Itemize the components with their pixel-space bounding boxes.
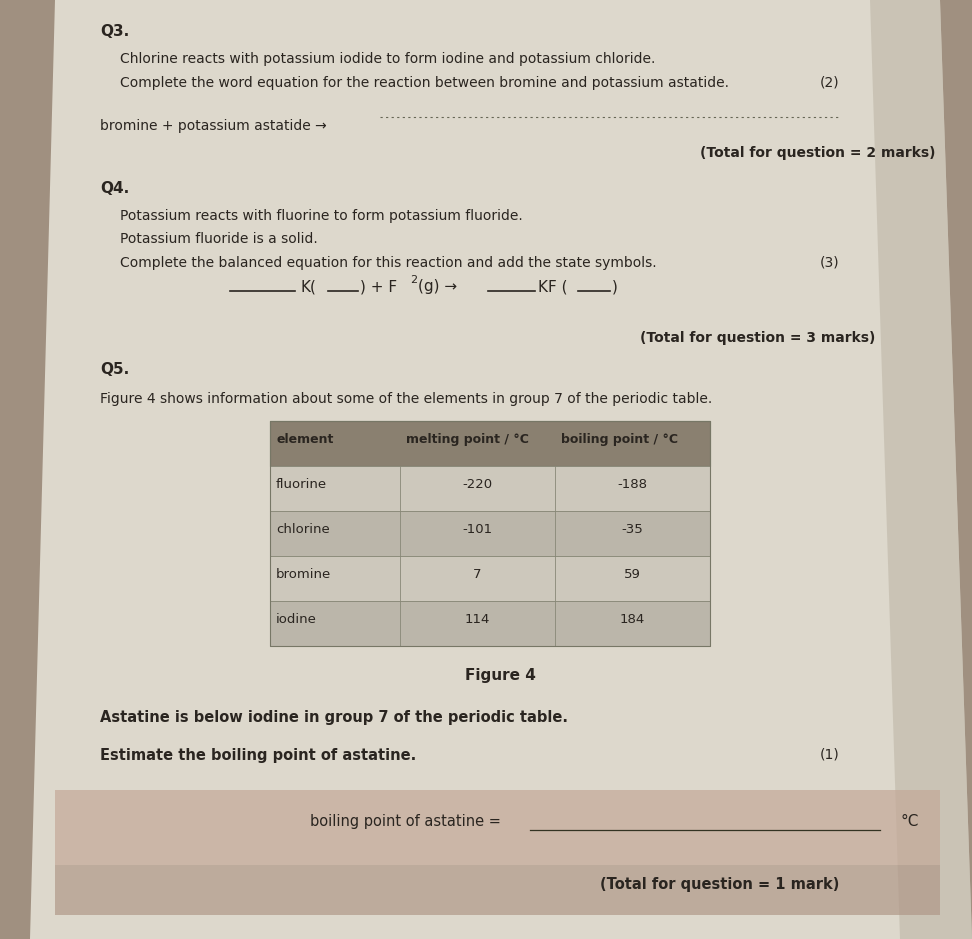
Bar [270,466,710,511]
Text: Complete the balanced equation for this reaction and add the state symbols.: Complete the balanced equation for this … [120,256,657,270]
Text: bromine + potassium astatide →: bromine + potassium astatide → [100,119,327,133]
Text: Complete the word equation for the reaction between bromine and potassium astati: Complete the word equation for the react… [120,76,729,90]
Text: Q5.: Q5. [100,362,129,377]
Bar [270,511,710,556]
Text: Q4.: Q4. [100,181,129,196]
Text: -35: -35 [622,523,643,536]
Text: chlorine: chlorine [276,523,330,536]
Text: KF (: KF ( [538,279,568,294]
Bar [55,865,940,915]
Text: 7: 7 [473,568,482,581]
Text: Potassium fluoride is a solid.: Potassium fluoride is a solid. [120,232,318,246]
Text: Figure 4: Figure 4 [465,668,536,683]
Text: Estimate the boiling point of astatine.: Estimate the boiling point of astatine. [100,748,416,763]
Text: (Total for question = 3 marks): (Total for question = 3 marks) [640,331,876,345]
Text: Figure 4 shows information about some of the elements in group 7 of the periodic: Figure 4 shows information about some of… [100,392,712,406]
Text: (1): (1) [820,748,840,762]
Text: ) + F: ) + F [360,279,398,294]
Text: melting point / °C: melting point / °C [406,433,529,446]
Text: boiling point of astatine =: boiling point of astatine = [310,814,501,829]
Text: Chlorine reacts with potassium iodide to form iodine and potassium chloride.: Chlorine reacts with potassium iodide to… [120,52,655,66]
Text: K(: K( [300,279,316,294]
Bar [270,421,710,466]
Text: ): ) [612,279,618,294]
Text: 114: 114 [465,613,490,626]
Text: (Total for question = 1 mark): (Total for question = 1 mark) [600,876,840,891]
Text: (3): (3) [820,256,840,270]
Text: bromine: bromine [276,568,331,581]
Polygon shape [870,0,972,939]
Text: Astatine is below iodine in group 7 of the periodic table.: Astatine is below iodine in group 7 of t… [100,710,568,725]
Text: boiling point / °C: boiling point / °C [561,433,678,446]
Text: 59: 59 [624,568,641,581]
Text: fluorine: fluorine [276,478,328,491]
Text: Q3.: Q3. [100,24,129,39]
Text: (g) →: (g) → [418,279,457,294]
Text: Potassium reacts with fluorine to form potassium fluoride.: Potassium reacts with fluorine to form p… [120,209,523,223]
Bar [55,790,940,865]
Text: element: element [276,433,333,446]
Bar [270,556,710,601]
Text: -188: -188 [617,478,647,491]
Bar [270,421,710,646]
Bar [270,601,710,646]
Text: °C: °C [900,814,919,829]
Text: 184: 184 [620,613,645,626]
Text: (Total for question = 2 marks): (Total for question = 2 marks) [700,146,935,160]
Polygon shape [30,0,972,939]
Text: iodine: iodine [276,613,317,626]
Text: 2: 2 [410,275,417,285]
Text: (2): (2) [820,76,840,90]
Text: -220: -220 [463,478,493,491]
Text: -101: -101 [463,523,493,536]
